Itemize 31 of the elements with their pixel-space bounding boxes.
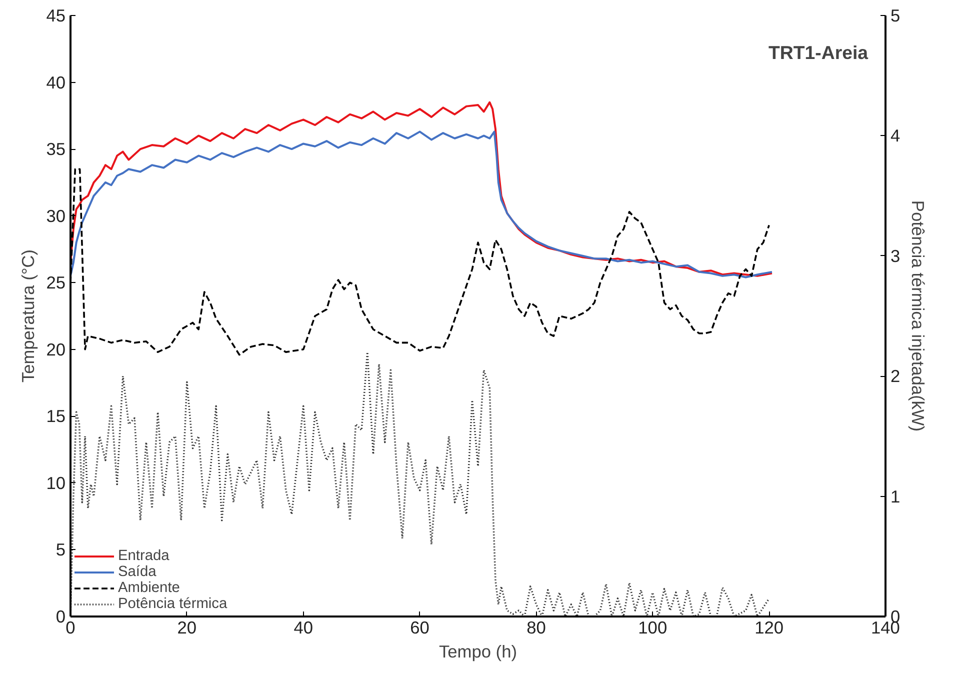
- legend-label: Entrada: [118, 548, 170, 564]
- legend-label: Ambiente: [118, 580, 180, 596]
- x-tick-label: 120: [754, 618, 784, 638]
- x-tick-label: 60: [410, 618, 430, 638]
- y-tick-label: 30: [46, 206, 66, 226]
- y2-tick-label: 5: [890, 6, 900, 26]
- y-tick-label: 45: [46, 6, 66, 26]
- x-tick-label: 20: [177, 618, 197, 638]
- y-tick-label: 15: [46, 406, 66, 426]
- y-tick-label: 10: [46, 472, 66, 493]
- y-tick-label: 20: [46, 339, 66, 360]
- line-series: [70, 130, 773, 278]
- x-axis-title: Tempo (h): [439, 642, 518, 662]
- y2-tick-label: 2: [890, 366, 900, 386]
- line-series: [70, 351, 770, 616]
- y2-tick-label: 4: [890, 126, 900, 146]
- line-series: [70, 101, 773, 277]
- text: TRT1-Areia: [768, 42, 869, 64]
- y-tick-label: 5: [56, 540, 66, 560]
- y2-tick-label: 3: [890, 246, 900, 266]
- y-tick-label: 35: [46, 139, 66, 160]
- y2-axis-title: Potência térmica injetada(kW): [908, 200, 928, 432]
- x-tick-label: 80: [526, 618, 546, 638]
- y-tick-label: 25: [46, 272, 66, 293]
- y-tick-label: 40: [46, 72, 66, 92]
- y-axis-title: Temperatura (°C): [18, 249, 38, 383]
- y2-tick-label: 1: [890, 486, 900, 506]
- x-tick-label: 100: [638, 618, 668, 638]
- legend-label: Potência térmica: [118, 596, 228, 612]
- x-tick-label: 40: [294, 618, 313, 638]
- legend-label: Saída: [118, 564, 156, 580]
